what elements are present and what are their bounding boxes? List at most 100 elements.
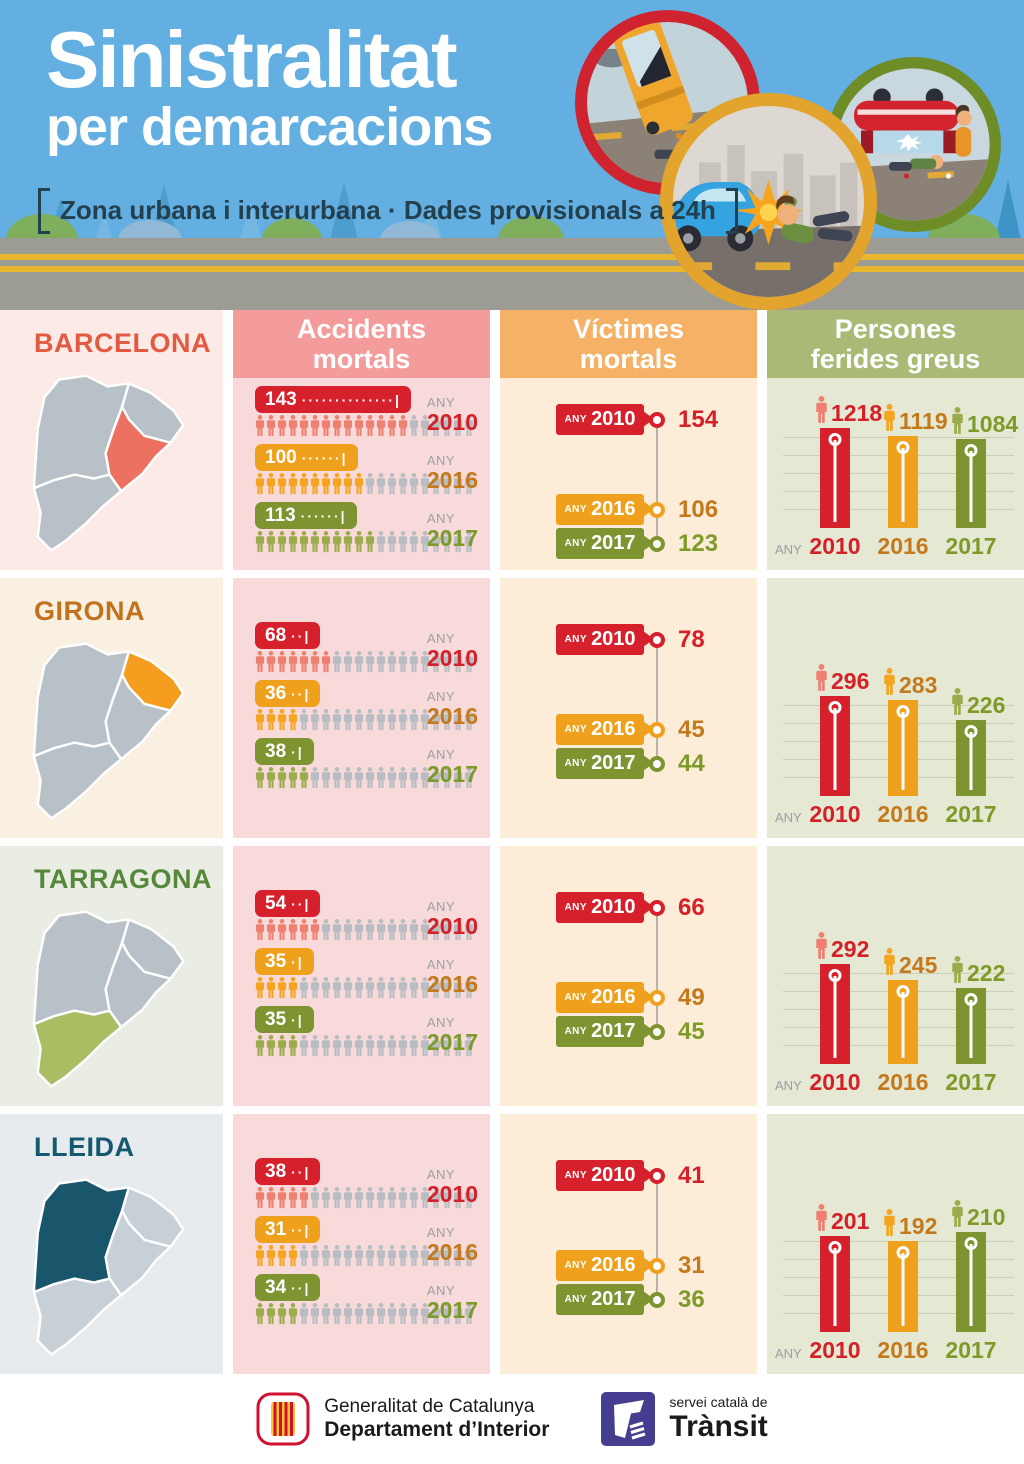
person-icon [464, 709, 474, 731]
person-icon [365, 651, 375, 673]
person-icon [453, 1035, 463, 1057]
regions-table: BARCELONA Accidents mortals 143 ············… [0, 310, 1024, 1374]
year-label: ANY 2017 [426, 511, 478, 551]
person-icon [277, 415, 287, 437]
person-icon [431, 709, 441, 731]
person-icon [321, 415, 331, 437]
victims-cell: ANY 2010 66 ANY 2016 49 ANY 2017 45 [500, 846, 757, 1106]
person-icon [442, 709, 452, 731]
injured-cell: 201 2010 192 2016 210 2017 ANY [767, 1114, 1024, 1374]
person-icon [376, 1187, 386, 1209]
person-icon [387, 767, 397, 789]
accidents-year-group: 143 ··············| ANY 2010 [255, 386, 478, 437]
victims-cell: ANY 2010 78 ANY 2016 45 ANY 2017 44 [500, 578, 757, 838]
injured-bar [888, 1241, 918, 1332]
bar-ring-icon [896, 705, 910, 718]
person-icon [464, 651, 474, 673]
accidents-value-badge: 35 ·| [255, 1006, 314, 1033]
person-icon [288, 709, 298, 731]
victims-value: 106 [678, 496, 719, 523]
bar-inner-line [901, 1253, 905, 1326]
any-label: ANY [775, 542, 802, 557]
person-icon [277, 767, 287, 789]
injured-bar [888, 980, 918, 1064]
bar-ring-icon [964, 993, 978, 1006]
person-icon [332, 977, 342, 999]
person-icon [255, 1035, 265, 1057]
person-icon [354, 531, 364, 553]
person-icon [464, 415, 474, 437]
injured-value-label: 292 [815, 932, 869, 961]
person-icon [420, 1187, 430, 1209]
person-icon [884, 1209, 895, 1236]
bar-inner-line [901, 448, 905, 522]
person-icon [354, 473, 364, 495]
person-icon [343, 415, 353, 437]
accidents-year-group: 38 ·| ANY 2017 [255, 738, 478, 789]
person-icon [453, 531, 463, 553]
person-icon [431, 1187, 441, 1209]
person-icon [365, 767, 375, 789]
person-icon [387, 1303, 397, 1325]
person-icon [288, 1303, 298, 1325]
person-icon [409, 767, 419, 789]
person-icon [277, 919, 287, 941]
bar-year-label: 2010 [809, 1069, 861, 1095]
bar-ring-icon [828, 969, 842, 982]
person-icon [332, 531, 342, 553]
person-icon [288, 415, 298, 437]
person-icon [884, 668, 895, 695]
ring-marker-icon [649, 632, 665, 648]
person-icon [299, 1187, 309, 1209]
map-province-tarragona [32, 473, 123, 552]
person-icon [431, 767, 441, 789]
victims-year-badge: ANY 2016 [556, 714, 654, 745]
person-icon [266, 767, 276, 789]
region-cell: LLEIDA [0, 1114, 223, 1374]
person-icon [453, 473, 463, 495]
region-row: GIRONA 68 ··| ANY 2010 36 ··| ANY 2016 38 ·| ANY 201… [0, 578, 1024, 838]
person-icon [442, 473, 452, 495]
bar-inner-line [833, 708, 837, 790]
person-icon [277, 1187, 287, 1209]
accidents-year-group: 68 ··| ANY 2010 [255, 622, 478, 673]
road-line [0, 254, 1024, 260]
person-icon [453, 651, 463, 673]
person-icon [376, 415, 386, 437]
accidents-value-badge: 143 ··············| [255, 386, 411, 413]
victims-value: 41 [678, 1162, 705, 1189]
victims-value: 36 [678, 1286, 705, 1313]
title-line-2: per demarcacions [46, 97, 493, 157]
person-icon [464, 1035, 474, 1057]
subtitle-text: Zona urbana i interurbana · Dades provis… [60, 195, 716, 225]
person-icon [365, 473, 375, 495]
injured-bar [956, 720, 986, 796]
person-icon [442, 919, 452, 941]
person-icon [343, 919, 353, 941]
map-province-tarragona [32, 741, 123, 820]
victims-value: 154 [678, 406, 719, 433]
person-icon [321, 767, 331, 789]
gencat-shield-icon [256, 1392, 310, 1446]
person-icon [299, 1245, 309, 1267]
person-icon [277, 977, 287, 999]
accidents-value-badge: 38 ··| [255, 1158, 321, 1185]
person-icon [420, 1303, 430, 1325]
year-label: ANY 2016 [426, 689, 478, 729]
tree-icon [240, 202, 262, 240]
person-icon [277, 1245, 287, 1267]
region-name: LLEIDA [34, 1132, 135, 1162]
accidents-value-badge: 100 ······| [255, 444, 358, 471]
person-icon [453, 977, 463, 999]
victims-value: 31 [678, 1252, 705, 1279]
person-icon [884, 948, 895, 975]
person-icon [453, 709, 463, 731]
person-icon [464, 767, 474, 789]
badge-arrow-icon [643, 1291, 654, 1307]
person-icon [310, 1303, 320, 1325]
bar-year-label: 2017 [945, 801, 997, 827]
person-icon [332, 415, 342, 437]
bar-ring-icon [828, 701, 842, 714]
bar-ring-icon [964, 725, 978, 738]
person-icon [464, 1303, 474, 1325]
